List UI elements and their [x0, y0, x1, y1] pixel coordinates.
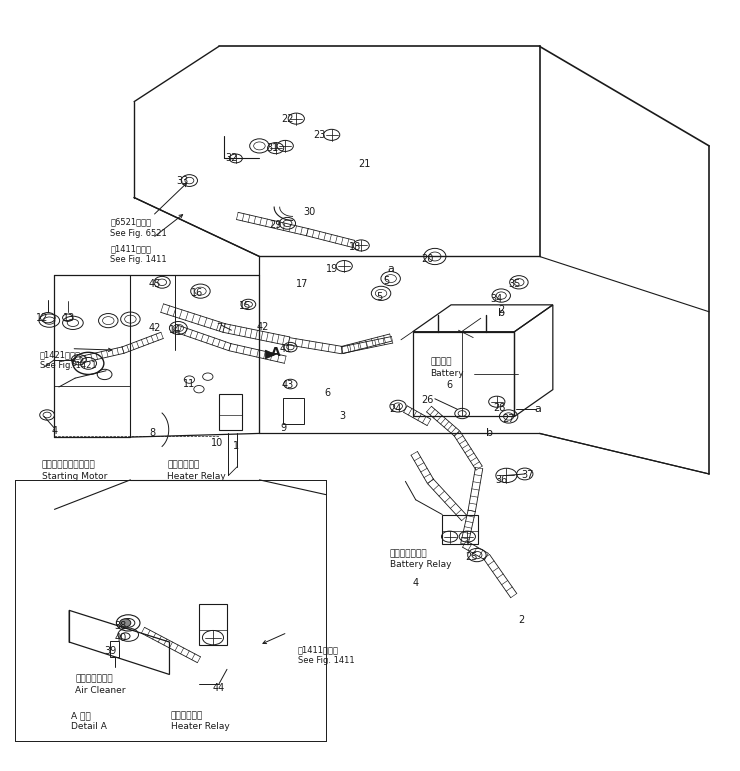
Text: 5: 5 — [383, 276, 389, 286]
Text: 30: 30 — [303, 207, 316, 217]
Text: 37: 37 — [522, 470, 534, 480]
Text: 4: 4 — [51, 426, 58, 436]
Text: 第1411図参照
See Fig. 1411: 第1411図参照 See Fig. 1411 — [297, 645, 354, 665]
Text: 40: 40 — [115, 633, 127, 643]
Text: 12: 12 — [36, 313, 48, 323]
Text: 38: 38 — [115, 621, 127, 631]
Text: a: a — [534, 404, 542, 414]
Text: 31: 31 — [266, 143, 279, 153]
Text: 24: 24 — [390, 404, 402, 414]
Text: エアークリーナ
Air Cleaner: エアークリーナ Air Cleaner — [75, 675, 126, 695]
Text: 10: 10 — [211, 438, 223, 448]
Text: 19: 19 — [326, 264, 337, 274]
Text: 45: 45 — [149, 279, 161, 289]
Text: 15: 15 — [238, 301, 251, 311]
Text: 33: 33 — [176, 176, 188, 186]
Bar — [413, 332, 514, 416]
Bar — [283, 398, 303, 424]
Text: 16: 16 — [191, 288, 203, 298]
Text: 34: 34 — [491, 294, 503, 304]
Text: 23: 23 — [314, 130, 326, 140]
Text: 6: 6 — [70, 359, 77, 369]
Text: 18: 18 — [349, 242, 361, 252]
Text: 4: 4 — [413, 578, 419, 588]
Text: 26: 26 — [421, 396, 434, 406]
Text: A: A — [271, 346, 280, 359]
Text: 7: 7 — [216, 323, 222, 333]
Text: 14: 14 — [169, 325, 181, 335]
Text: 9: 9 — [280, 423, 286, 433]
Ellipse shape — [120, 619, 131, 627]
Text: 39: 39 — [104, 646, 117, 656]
Text: 42: 42 — [257, 322, 269, 332]
Text: 29: 29 — [269, 220, 282, 230]
Text: スターティングモータ
Starting Motor: スターティングモータ Starting Motor — [42, 461, 107, 481]
Bar — [219, 394, 243, 429]
Text: a: a — [387, 264, 394, 274]
Text: 6: 6 — [446, 381, 453, 390]
Bar — [199, 604, 227, 645]
Text: 21: 21 — [358, 160, 370, 170]
Text: 36: 36 — [495, 475, 508, 485]
Text: 3: 3 — [339, 412, 345, 422]
Text: 13: 13 — [63, 313, 75, 323]
Text: A 詳細
Detail A: A 詳細 Detail A — [72, 712, 107, 732]
Text: 27: 27 — [502, 414, 515, 424]
Text: 第1421図参照
See Fig. 1421: 第1421図参照 See Fig. 1421 — [40, 350, 96, 370]
Text: 43: 43 — [281, 381, 294, 390]
Text: 41: 41 — [279, 344, 292, 354]
Text: 第6521図参照
See Fig. 6521: 第6521図参照 See Fig. 6521 — [110, 217, 167, 237]
Text: 第1411図参照
See Fig. 1411: 第1411図参照 See Fig. 1411 — [110, 244, 167, 264]
Text: 35: 35 — [508, 279, 521, 289]
Text: 22: 22 — [281, 113, 294, 123]
Text: 6: 6 — [324, 388, 330, 398]
Text: 2: 2 — [519, 615, 525, 625]
Text: 2: 2 — [498, 305, 505, 315]
Text: 32: 32 — [225, 153, 238, 163]
Text: 42: 42 — [149, 323, 161, 333]
Text: バッテリリレー
Battery Relay: バッテリリレー Battery Relay — [390, 549, 451, 569]
Text: b: b — [486, 429, 493, 439]
Bar — [443, 514, 477, 544]
Text: 20: 20 — [421, 254, 434, 264]
Text: 25: 25 — [465, 551, 478, 561]
Bar — [110, 641, 119, 657]
Text: 8: 8 — [149, 429, 155, 439]
Text: b: b — [498, 308, 505, 318]
Text: 17: 17 — [296, 279, 309, 289]
Text: 28: 28 — [493, 402, 505, 412]
Text: 44: 44 — [212, 683, 225, 693]
Text: 11: 11 — [184, 379, 195, 389]
Text: 5: 5 — [376, 292, 382, 302]
Text: 1: 1 — [233, 441, 239, 451]
Text: ヒータリレー
Heater Relay: ヒータリレー Heater Relay — [171, 712, 229, 732]
Text: ヒータリレー
Heater Relay: ヒータリレー Heater Relay — [167, 461, 226, 481]
Polygon shape — [266, 350, 275, 359]
Text: バッテリ
Battery: バッテリ Battery — [431, 358, 464, 378]
